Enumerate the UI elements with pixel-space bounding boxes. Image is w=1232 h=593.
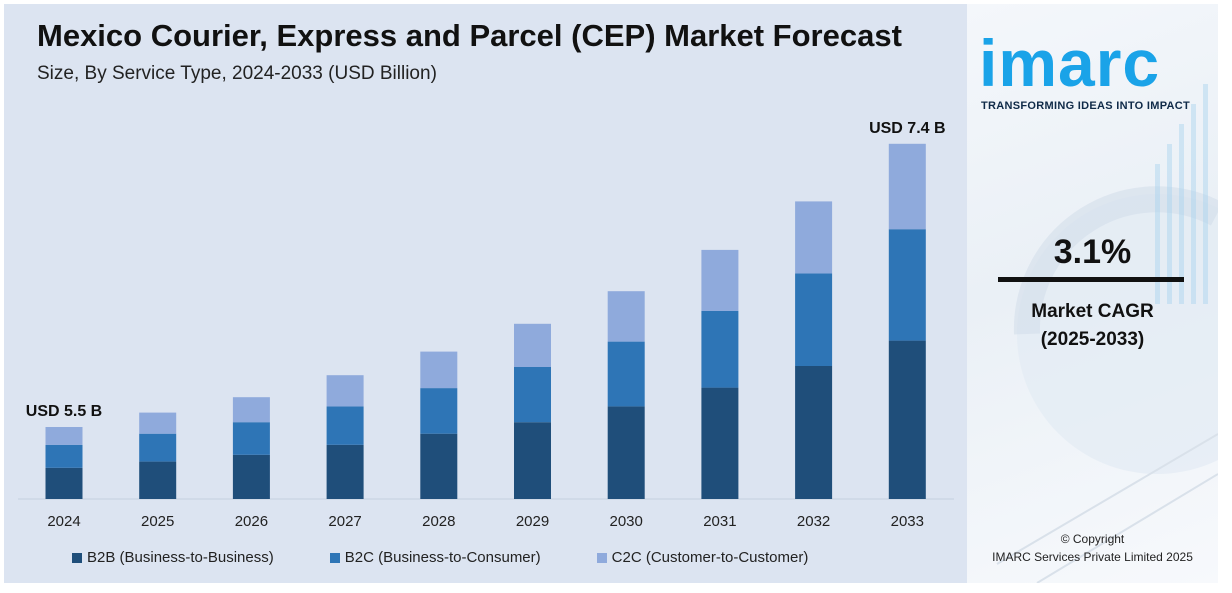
legend-item-b2c: B2C (Business-to-Consumer) [329,549,541,566]
copyright-line2: IMARC Services Private Limited 2025 [992,550,1193,564]
bar-2028-b2b [420,433,458,499]
copyright-line1: © Copyright [1060,532,1125,546]
bar-2029-b2c [514,367,551,423]
bar-2025-b2b [139,461,177,499]
copyright: © Copyright IMARC Services Private Limit… [967,530,1218,566]
bar-2029-c2c [514,323,551,367]
bar-2028-b2c [420,388,458,434]
bar-2027-b2b [326,444,364,499]
cagr-value: 3.1% [1053,233,1132,271]
bar-2025-c2c [139,412,177,434]
bar-2032-c2c [795,201,833,274]
bar-2024-b2b [45,467,83,499]
legend-item-b2b: B2B (Business-to-Business) [72,549,274,566]
x-tick-label: 2029 [516,513,549,530]
chart-subtitle: Size, By Service Type, 2024-2033 (USD Bi… [37,63,437,84]
legend-label-b2c: B2C (Business-to-Consumer) [344,549,541,566]
x-tick-label: 2024 [47,513,80,530]
logo-tagline: TRANSFORMING IDEAS INTO IMPACT [981,100,1191,112]
bar-2025-b2c [139,433,177,462]
x-tick-label: 2025 [141,513,174,530]
legend-swatch-b2b [72,552,82,563]
x-tick-label: 2031 [703,513,736,530]
x-tick-label: 2033 [891,513,924,530]
bar-2026-b2b [232,454,270,499]
decorative-background-graphic [996,84,1218,583]
chart-title: Mexico Courier, Express and Parcel (CEP)… [37,18,902,53]
cagr-label-line2: (2025-2033) [1040,329,1145,350]
bar-2031-b2c [701,310,739,388]
stacked-bar-chart: 2024 2025 2026 2027 2028 2029 2030 2031 2032 2033… [18,120,954,530]
bar-2032-b2b [795,366,833,499]
chart-legend: B2B (Business-to-Business) B2C (Business… [72,549,808,566]
bar-2030-b2b [607,406,645,499]
bar-2033-c2c [888,143,926,230]
bar-2033-b2c [888,229,926,341]
legend-item-c2c: C2C (Customer-to-Customer) [596,549,809,566]
cagr-divider [998,277,1184,282]
bar-2024-c2c [45,427,83,445]
x-tick-label: 2030 [610,513,643,530]
bar-2026-c2c [232,397,270,423]
annotation-2024: USD 5.5 B [26,403,102,420]
legend-swatch-b2c [329,552,340,563]
x-tick-label: 2028 [422,513,455,530]
cagr-label: Market CAGR (2025-2033) [967,298,1218,354]
bar-2030-c2c [607,291,645,342]
annotation-2033: USD 7.4 B [869,120,945,137]
chart-panel: Mexico Courier, Express and Parcel (CEP)… [4,4,967,583]
bar-2031-c2c [701,249,739,311]
x-tick-label: 2032 [797,513,830,530]
bar-2030-b2c [607,341,645,407]
bar-2027-c2c [326,375,364,407]
bar-2028-c2c [420,351,458,389]
legend-label-c2c: C2C (Customer-to-Customer) [611,549,809,566]
bar-2032-b2c [795,273,833,366]
bar-2033-b2b [888,340,926,499]
bar-2026-b2c [232,422,270,455]
bar-2029-b2b [514,422,551,499]
legend-swatch-c2c [596,552,607,563]
cagr-label-line1: Market CAGR [1031,301,1154,322]
bar-2024-b2c [45,444,83,468]
legend-label-b2b: B2B (Business-to-Business) [87,549,274,566]
side-panel: imarc TRANSFORMING IDEAS INTO IMPACT 3.1… [967,4,1218,583]
imarc-logo: imarc [979,26,1161,100]
x-tick-label: 2027 [328,513,361,530]
bar-2027-b2c [326,406,364,445]
x-tick-label: 2026 [235,513,268,530]
bar-2031-b2b [701,387,739,499]
